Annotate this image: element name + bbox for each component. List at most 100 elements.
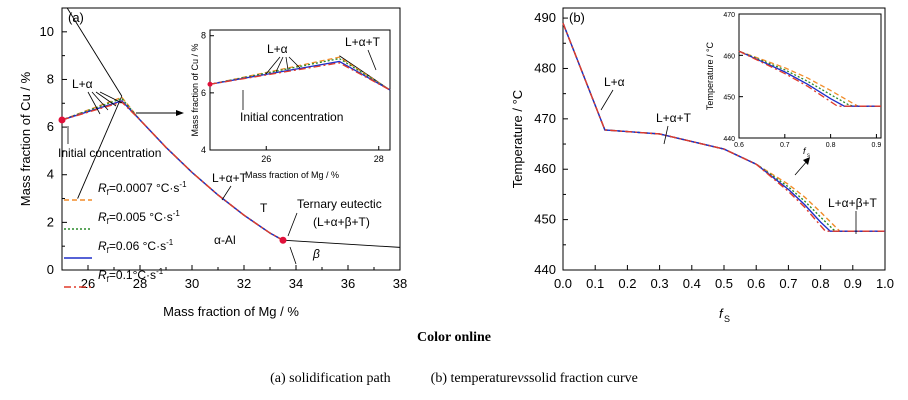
a-phase-boundary-2 <box>282 239 401 248</box>
inset-a-l-alpha-arrows <box>265 56 301 75</box>
inset-a-l-alpha-t: L+α+T <box>345 35 381 49</box>
panel-a-xlabel: Mass fraction of Mg / % <box>163 304 299 319</box>
panel-b-xlabel-sub: S <box>724 314 730 324</box>
b-inset-pointer-arrowhead <box>803 157 810 165</box>
panel-a-series <box>61 96 284 241</box>
ai-initial-point <box>207 81 213 87</box>
legend-label-0: Rf=0.0007 °C·s-1 <box>98 180 187 197</box>
panel-a-tag: (a) <box>68 10 84 25</box>
bi-xtick-label: 0.7 <box>780 142 790 149</box>
b-xtick-label: 0.3 <box>651 276 669 291</box>
a-ytick-label: 2 <box>47 214 54 229</box>
bi-ytick-label: 470 <box>723 12 735 19</box>
a-phase-boundary-0 <box>66 7 123 97</box>
caption-b-post: solid fraction curve <box>529 371 638 386</box>
ai-xtick-label: 26 <box>261 154 271 164</box>
b-ytick-label: 440 <box>534 262 556 277</box>
figure-canvas: (a) 26 28 30 32 34 36 38 0 2 4 6 8 10 Mass fraction … <box>18 7 894 324</box>
b-series-line-0 <box>562 22 885 232</box>
inset-b-ylabel: Temperature / °C <box>705 41 715 110</box>
inset-a-ticks: 26 28 4 6 8 <box>201 31 384 164</box>
b-ytick-label: 460 <box>534 161 556 176</box>
inset-a-l-alpha: L+α <box>267 42 288 56</box>
b-xtick-label: 0.2 <box>618 276 636 291</box>
a-ytick-label: 4 <box>47 167 54 182</box>
annot-t-region: T <box>260 201 268 215</box>
a-phase-boundary-1 <box>77 95 123 199</box>
inset-a-l-alpha-t-pointer <box>367 49 377 71</box>
ai-series-line-3 <box>209 62 391 91</box>
legend-label-2: Rf=0.06 °C·s-1 <box>98 238 174 255</box>
panel-a-phase-boundaries <box>66 7 401 248</box>
panel-b-tag: (b) <box>569 10 585 25</box>
inset-a-xlabel: Mass fraction of Mg / % <box>245 170 339 180</box>
b-ytick-label: 490 <box>534 10 556 25</box>
bi-series-line-1 <box>738 50 881 107</box>
annot-l-alpha: L+α <box>72 77 93 91</box>
annot-alpha-al-region: α-Al <box>214 233 236 247</box>
ai-ytick-label: 4 <box>201 145 206 155</box>
caption-a: (a) solidification path <box>270 371 391 386</box>
b-xtick-label: 0.4 <box>683 276 701 291</box>
a-ytick-label: 0 <box>47 262 54 277</box>
ai-ytick-label: 6 <box>201 88 206 98</box>
a-ytick-label: 6 <box>47 119 54 134</box>
bi-ytick-label: 440 <box>723 136 735 143</box>
ternary-eutectic-point <box>279 236 287 244</box>
b-series-line-2 <box>562 22 885 232</box>
a-xtick-label: 28 <box>133 276 147 291</box>
b-ytick-label: 480 <box>534 60 556 75</box>
b-annot-l-alpha: L+α <box>604 75 625 89</box>
inset-pointer-arrowhead <box>176 110 184 116</box>
color-online-label: Color online <box>416 330 492 345</box>
annot-beta-region: β <box>312 247 320 261</box>
annot-ternary-eutectic: Ternary eutectic <box>297 197 382 211</box>
caption-row: (a) solidification path (b) temperature v… <box>0 371 908 387</box>
b-ytick-label: 450 <box>534 212 556 227</box>
b-inset-fs-sub: s <box>807 153 810 159</box>
a-ytick-label: 10 <box>40 24 54 39</box>
ai-ytick-label: 8 <box>201 31 206 41</box>
b-series-line-3 <box>562 22 885 232</box>
annot-l-alpha-t: L+α+T <box>212 171 248 185</box>
b-annot-l-alpha-beta-t: L+α+β+T <box>828 196 878 210</box>
b-xtick-label: 0.7 <box>779 276 797 291</box>
annot-initial-concentration: Initial concentration <box>58 146 161 160</box>
panel-a-legend: Rf=0.0007 °C·s-1 Rf=0.005 °C·s-1 Rf=0.06 °… <box>64 180 187 288</box>
a-xtick-label: 30 <box>185 276 199 291</box>
a-xtick-label: 38 <box>393 276 407 291</box>
caption-b: (b) temperature vs solid fraction curve <box>431 371 638 387</box>
a-series-line-3 <box>61 101 284 241</box>
bi-xtick-label: 0.6 <box>734 142 744 149</box>
panel-a-points <box>58 116 287 244</box>
a-xtick-label: 32 <box>237 276 251 291</box>
legend-label-1: Rf=0.005 °C·s-1 <box>98 209 180 226</box>
panel-b-ylabel: Temperature / °C <box>510 90 525 188</box>
bi-ytick-label: 460 <box>723 53 735 60</box>
annot-l-alpha-arrows <box>87 91 123 115</box>
panel-a-frame <box>61 7 401 271</box>
annot-ternary-eutectic-phases: (L+α+β+T) <box>313 215 370 229</box>
b-xtick-label: 0.6 <box>747 276 765 291</box>
a-xtick-label: 34 <box>289 276 303 291</box>
panel-b-inset: 0.6 0.7 0.8 0.9 440 450 460 470 Temperature / °… <box>705 12 882 149</box>
b-xtick-label: 0.0 <box>554 276 572 291</box>
b-xtick-label: 0.8 <box>812 276 830 291</box>
b-xtick-label: 0.1 <box>586 276 604 291</box>
panel-a-ylabel: Mass fraction of Cu / % <box>18 71 33 206</box>
b-inset-fs-label: f <box>803 146 807 156</box>
initial-concentration-point <box>58 116 66 124</box>
panel-b-series <box>562 22 885 232</box>
annot-beta-pointer <box>289 246 297 265</box>
inset-b-series <box>738 50 881 107</box>
panel-b-xlabel: f <box>719 306 724 321</box>
b-xtick-label: 1.0 <box>876 276 894 291</box>
a-xtick-label: 26 <box>81 276 95 291</box>
panel-a-inset: 26 28 4 6 8 Mass fraction of Mg / % Mass fra… <box>190 29 391 180</box>
b-xtick-label: 0.5 <box>715 276 733 291</box>
inset-a-series <box>207 55 391 91</box>
annot-l-alpha-t-pointer <box>221 185 232 201</box>
ai-xtick-label: 28 <box>374 154 384 164</box>
annot-ternary-pointer <box>287 212 298 237</box>
panel-b-ticks: 0.0 0.1 0.2 0.3 0.4 0.5 0.6 0.7 0.8 0.9 1.0 440 450 4… <box>534 10 894 291</box>
